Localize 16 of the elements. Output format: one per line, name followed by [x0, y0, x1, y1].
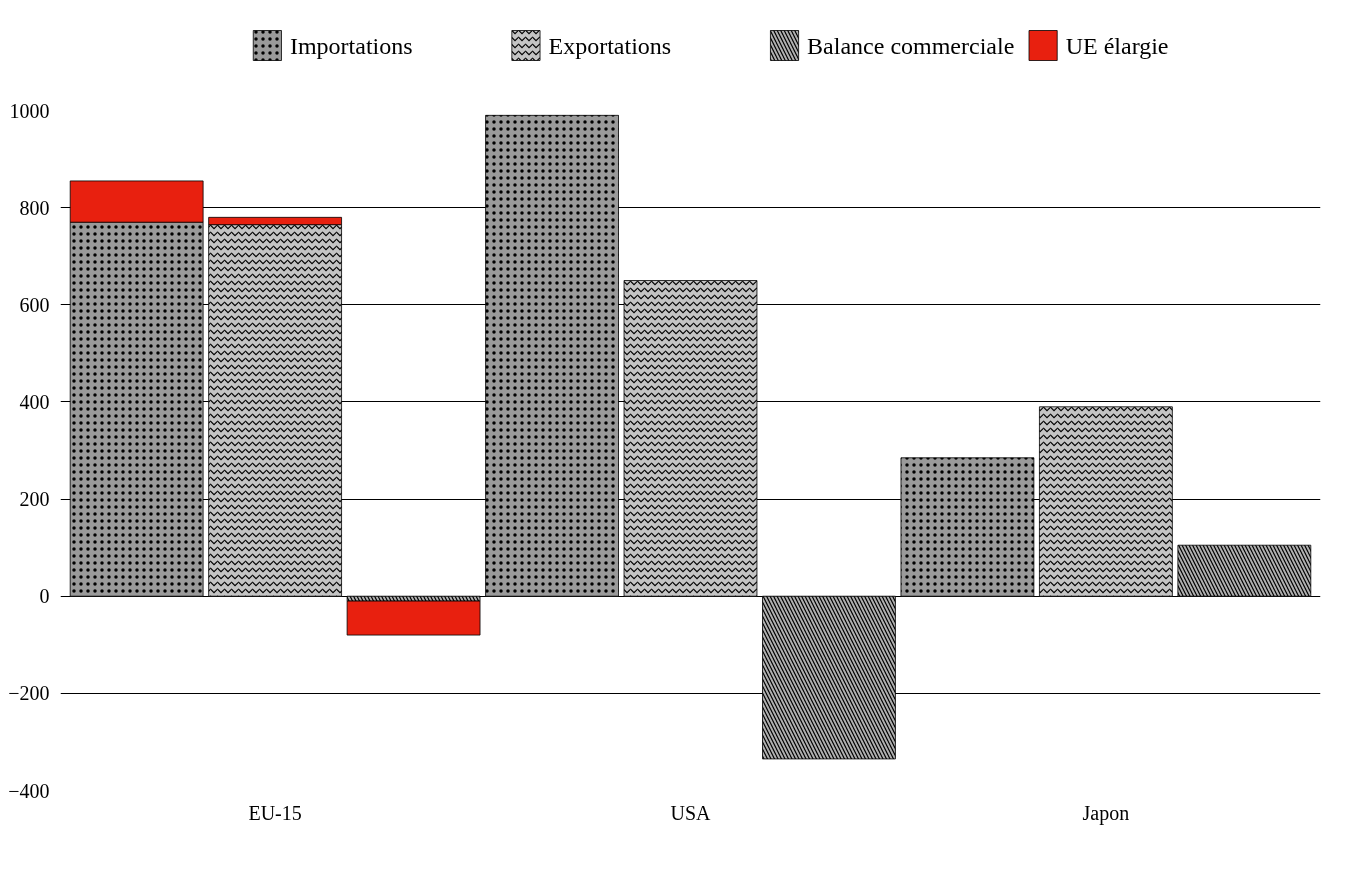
y-tick-label: 1000	[9, 99, 50, 122]
x-tick-label: EU-15	[248, 801, 302, 824]
y-tick-label: −200	[8, 682, 50, 705]
y-tick-label: 0	[39, 585, 50, 608]
y-tick-label: 600	[19, 293, 50, 316]
y-tick-label: 200	[19, 488, 50, 511]
y-tick-label: 800	[19, 196, 50, 219]
x-tick-label: USA	[670, 801, 712, 824]
legend-label: Balance commerciale	[807, 32, 1015, 59]
legend-label: Exportations	[548, 32, 672, 59]
legend-label: Importations	[289, 32, 413, 59]
y-tick-label: −400	[8, 779, 50, 802]
x-tick-label: Japon	[1082, 801, 1130, 825]
bar	[346, 600, 481, 636]
legend-label: UE élargie	[1065, 32, 1169, 59]
y-tick-label: 400	[19, 390, 50, 413]
